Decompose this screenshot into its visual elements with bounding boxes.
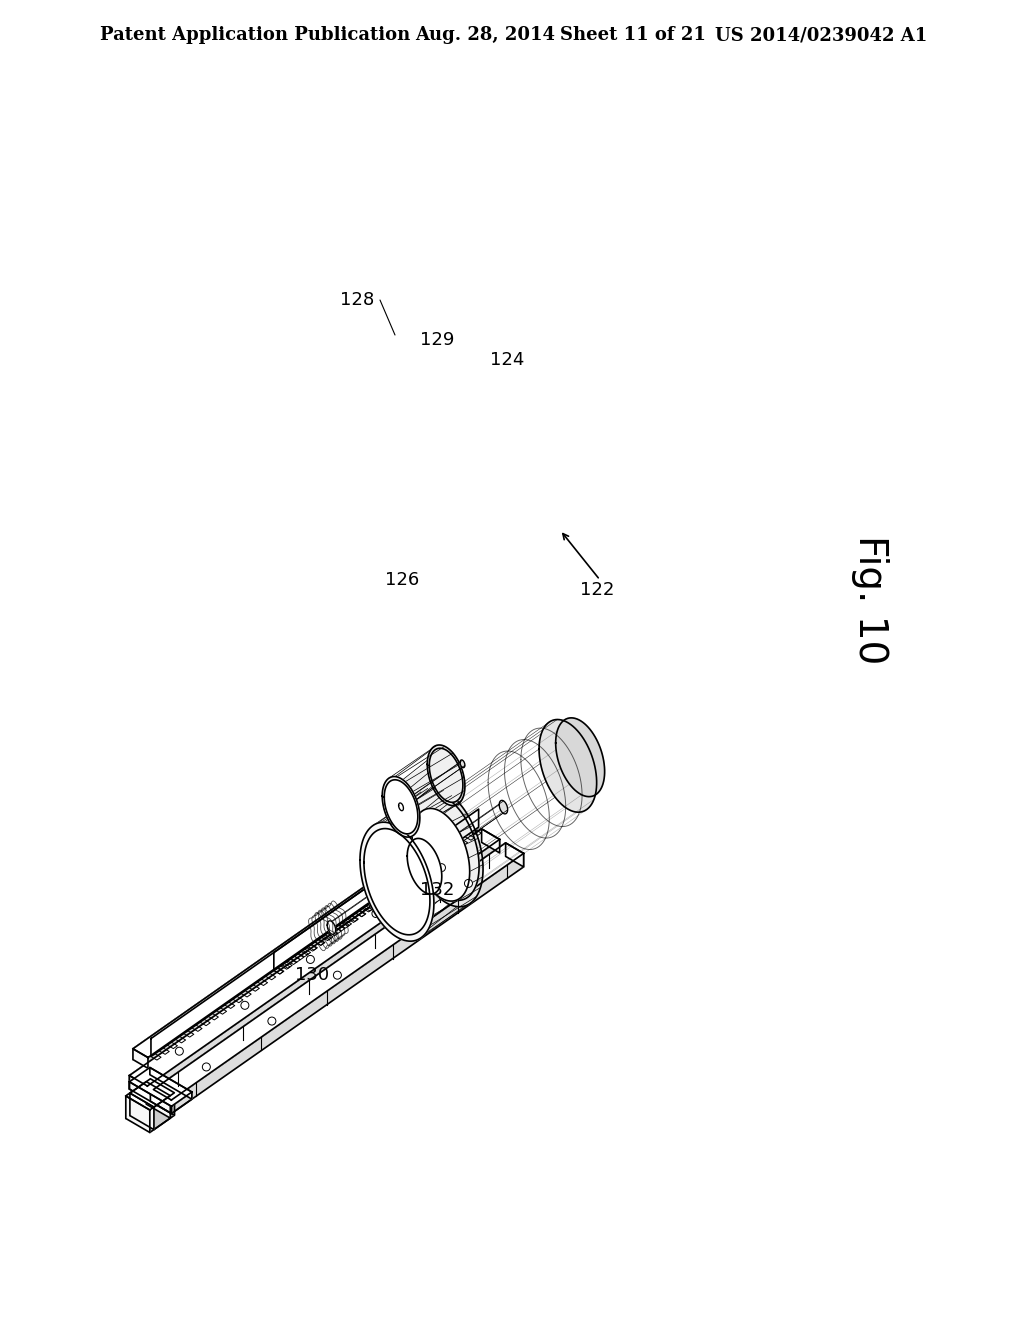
Polygon shape [401, 751, 463, 834]
Polygon shape [129, 1068, 150, 1089]
Circle shape [334, 972, 341, 979]
Polygon shape [413, 795, 479, 900]
Polygon shape [129, 829, 481, 1089]
Polygon shape [556, 718, 604, 797]
Text: 129: 129 [420, 331, 455, 348]
Polygon shape [171, 854, 523, 1114]
Polygon shape [500, 800, 508, 814]
Text: 128: 128 [340, 290, 374, 309]
Polygon shape [364, 829, 430, 935]
Polygon shape [133, 837, 451, 1057]
Polygon shape [154, 843, 506, 1104]
Polygon shape [154, 1093, 174, 1130]
Circle shape [268, 1018, 275, 1026]
Polygon shape [410, 788, 483, 907]
Circle shape [241, 1002, 249, 1010]
Circle shape [465, 879, 472, 887]
Polygon shape [133, 1049, 147, 1068]
Text: Fig. 10: Fig. 10 [851, 536, 889, 665]
Text: US 2014/0239042 A1: US 2014/0239042 A1 [715, 26, 928, 44]
Polygon shape [460, 760, 465, 768]
Polygon shape [126, 1096, 150, 1133]
Polygon shape [398, 803, 403, 810]
Polygon shape [147, 840, 500, 1100]
Text: 122: 122 [580, 581, 614, 599]
Polygon shape [539, 719, 597, 812]
Polygon shape [146, 1081, 170, 1118]
Polygon shape [412, 808, 470, 902]
Text: Aug. 28, 2014: Aug. 28, 2014 [415, 26, 555, 44]
Polygon shape [150, 1096, 170, 1133]
Polygon shape [126, 1081, 146, 1118]
Polygon shape [150, 1068, 191, 1100]
Polygon shape [382, 776, 420, 837]
Polygon shape [133, 837, 436, 1060]
Polygon shape [151, 878, 380, 1056]
Polygon shape [328, 921, 336, 935]
Polygon shape [384, 780, 418, 834]
Text: 132: 132 [420, 880, 455, 899]
Text: 126: 126 [385, 572, 419, 589]
Polygon shape [273, 809, 478, 970]
Circle shape [437, 863, 445, 871]
Text: Patent Application Publication: Patent Application Publication [100, 26, 411, 44]
Polygon shape [130, 1078, 151, 1115]
Text: 124: 124 [490, 351, 524, 370]
Polygon shape [506, 843, 523, 867]
Polygon shape [129, 829, 500, 1086]
Polygon shape [436, 837, 451, 857]
Polygon shape [126, 1081, 170, 1110]
Circle shape [175, 1047, 183, 1055]
Polygon shape [360, 822, 434, 941]
Polygon shape [130, 1078, 174, 1107]
Polygon shape [397, 800, 479, 935]
Polygon shape [481, 829, 500, 853]
Circle shape [399, 925, 407, 933]
Polygon shape [171, 1092, 191, 1114]
Polygon shape [129, 1082, 171, 1114]
Polygon shape [429, 748, 463, 803]
Circle shape [372, 909, 380, 917]
Polygon shape [129, 1076, 147, 1100]
Polygon shape [154, 1089, 171, 1114]
Polygon shape [427, 744, 465, 805]
Circle shape [306, 956, 314, 964]
Polygon shape [151, 1078, 174, 1115]
Polygon shape [154, 843, 523, 1100]
Polygon shape [129, 1068, 191, 1106]
Polygon shape [147, 845, 451, 1068]
Text: 130: 130 [295, 966, 329, 983]
Polygon shape [408, 838, 441, 894]
Polygon shape [130, 1093, 154, 1130]
Text: Sheet 11 of 21: Sheet 11 of 21 [560, 26, 706, 44]
Circle shape [203, 1063, 210, 1071]
